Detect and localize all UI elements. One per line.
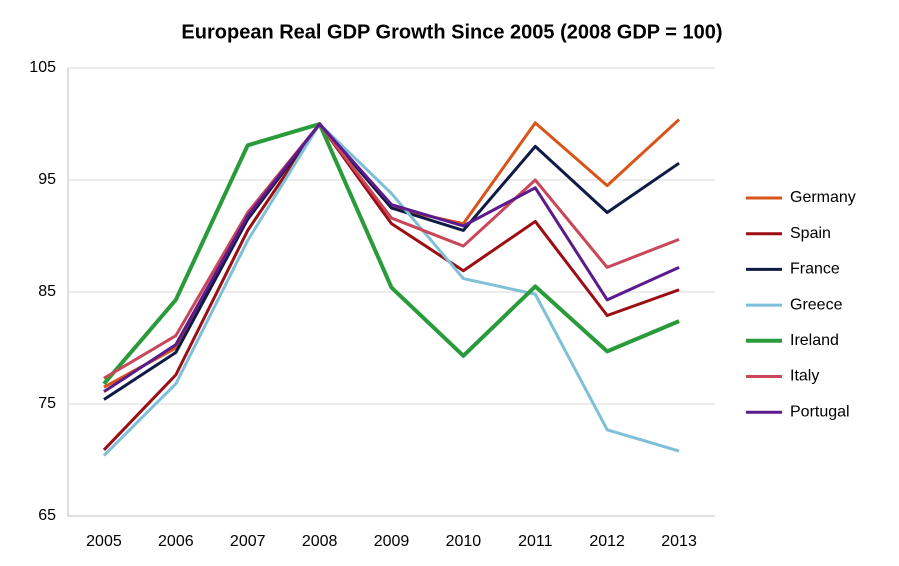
x-tick-label: 2010 [446, 533, 482, 550]
x-tick-label: 2011 [518, 533, 553, 550]
x-tick-label: 2012 [589, 533, 625, 550]
y-tick-label: 105 [29, 59, 56, 76]
series-line [103, 122, 680, 380]
series-line [102, 122, 680, 451]
series-line [103, 122, 680, 401]
y-tick-label: 75 [38, 395, 56, 412]
series-line [102, 122, 680, 386]
x-tick-label: 2007 [230, 533, 266, 550]
x-tick-label: 2008 [302, 533, 338, 550]
series-line [103, 122, 680, 393]
chart-title: European Real GDP Growth Since 2005 (200… [181, 21, 722, 43]
legend-label: Germany [790, 189, 856, 206]
legend-label: Ireland [790, 332, 839, 349]
x-tick-label: 2013 [661, 533, 697, 550]
x-tick-label: 2005 [86, 533, 122, 550]
legend-label: Portugal [790, 403, 850, 420]
y-tick-label: 65 [38, 507, 56, 524]
series-line [102, 122, 680, 457]
x-tick-label: 2009 [374, 533, 410, 550]
y-tick-label: 85 [38, 283, 56, 300]
legend-label: Greece [790, 296, 843, 313]
x-tick-label: 2006 [158, 533, 194, 550]
legend-label: Italy [790, 368, 819, 385]
legend-label: France [790, 261, 840, 278]
y-tick-label: 95 [38, 171, 56, 188]
legend-label: Spain [790, 225, 831, 242]
